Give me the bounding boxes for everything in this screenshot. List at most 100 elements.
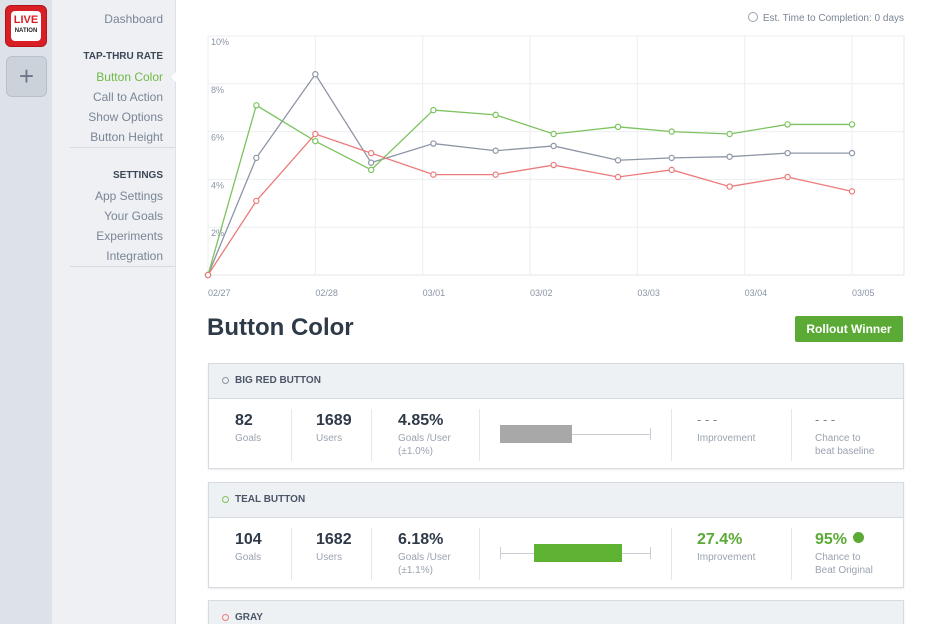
x-tick-label: 03/04 — [745, 288, 768, 298]
nav-item[interactable]: Button Color — [96, 70, 163, 84]
add-app-button[interactable]: + — [6, 56, 47, 97]
chance-value: - - - — [815, 412, 836, 427]
y-tick-label: 8% — [211, 85, 224, 95]
data-point — [668, 128, 675, 135]
stat-value: 1682 — [316, 531, 352, 548]
variant-dot — [222, 496, 229, 503]
data-point — [312, 130, 319, 138]
data-point — [367, 166, 375, 174]
variant-header: TEAL BUTTON — [209, 483, 903, 518]
variant-dot — [222, 377, 229, 384]
variant-header: BIG RED BUTTON — [209, 364, 903, 399]
variant-body: 104 Goals 1682 Users 6.18% Goals /User (±1.1%)… — [209, 518, 903, 588]
data-point — [726, 153, 733, 160]
nav-item[interactable]: Integration — [106, 249, 163, 263]
data-point — [430, 106, 437, 114]
range-line — [559, 434, 650, 435]
x-tick-label: 03/01 — [423, 288, 446, 298]
data-point — [784, 149, 791, 157]
series-line — [207, 73, 852, 276]
nav-item[interactable]: Experiments — [96, 229, 163, 243]
stat-label: Goals — [235, 433, 262, 444]
data-point — [614, 157, 622, 164]
nav-item[interactable]: Show Options — [88, 110, 163, 124]
column-divider — [479, 409, 480, 461]
page-title: Button Color — [207, 314, 354, 341]
x-tick-label: 03/03 — [637, 288, 660, 298]
variant-header: GRAY — [209, 601, 903, 624]
x-tick-label: 02/28 — [315, 288, 338, 298]
column-divider — [671, 528, 672, 580]
nav-item[interactable]: Button Height — [90, 130, 163, 144]
stat-value: 4.85% — [398, 412, 444, 429]
data-point — [848, 121, 856, 128]
range-bar — [534, 544, 622, 562]
stat-note: (±1.1%) — [398, 565, 433, 576]
nav-separator — [70, 147, 175, 148]
stat-value: 82 — [235, 412, 253, 429]
range-cap — [650, 547, 651, 559]
variant-name: GRAY — [235, 612, 263, 623]
variant-dot — [222, 614, 229, 621]
variant-card: TEAL BUTTON 104 Goals 1682 Users 6.18% Goals /… — [208, 482, 904, 588]
data-point — [848, 188, 856, 195]
data-point — [253, 102, 260, 109]
app-logo[interactable]: LIVE NATION — [5, 5, 47, 47]
data-point — [784, 173, 791, 181]
variant-body: 82 Goals 1689 Users 4.85% Goals /User (±1.0%) -… — [209, 399, 903, 469]
stat-value: 6.18% — [398, 531, 444, 548]
improvement-value: - - - — [697, 412, 718, 427]
data-point — [550, 142, 557, 150]
data-point — [550, 161, 557, 169]
y-tick-label: 6% — [211, 133, 224, 143]
data-point — [784, 121, 791, 128]
x-tick-label: 03/05 — [852, 288, 875, 298]
stat-label: Users — [316, 552, 343, 563]
column-divider — [791, 528, 792, 580]
data-point — [253, 154, 260, 162]
nav-item[interactable]: App Settings — [94, 189, 163, 203]
x-tick-label: 02/27 — [208, 288, 231, 298]
app-rail — [0, 0, 52, 624]
data-point — [367, 159, 375, 166]
data-point — [668, 154, 675, 162]
plot-frame — [207, 35, 905, 276]
y-tick-label: 2% — [211, 228, 224, 238]
stat-value: 104 — [235, 531, 262, 548]
column-divider — [371, 528, 372, 580]
improvement-label: Improvement — [697, 433, 756, 444]
variant-name: BIG RED BUTTON — [235, 375, 321, 386]
series-line — [207, 104, 852, 276]
y-tick-label: 10% — [211, 37, 229, 47]
stat-value: 1689 — [316, 412, 352, 429]
improvement-label: Improvement — [697, 552, 756, 563]
data-point — [550, 130, 557, 138]
nav-item[interactable]: Call to Action — [92, 90, 163, 104]
nav-section-title: TAP-THRU RATE — [83, 51, 163, 62]
data-point — [312, 71, 319, 78]
nav-item[interactable]: Your Goals — [104, 209, 163, 223]
data-point — [492, 171, 499, 178]
data-point — [726, 130, 733, 138]
rollout-button[interactable]: Rollout Winner — [795, 316, 903, 342]
range-cap — [500, 547, 501, 559]
improvement-value: 27.4% — [697, 531, 743, 548]
column-divider — [671, 409, 672, 461]
data-point — [726, 183, 733, 190]
logo-text: NATION — [14, 28, 38, 34]
chance-label: Chance to — [815, 552, 861, 563]
stat-note: (±1.0%) — [398, 446, 433, 457]
data-point — [430, 171, 437, 178]
variant-name: TEAL BUTTON — [235, 494, 306, 505]
chance-label: Chance to — [815, 433, 861, 444]
data-point — [430, 140, 437, 147]
data-point — [668, 166, 675, 174]
range-cap — [650, 428, 651, 440]
column-divider — [291, 409, 292, 461]
data-point — [614, 123, 622, 131]
variant-card: BIG RED BUTTON 82 Goals 1689 Users 4.85% Goals… — [208, 363, 904, 469]
series-line — [207, 133, 853, 276]
logo-text: LIVE — [13, 14, 39, 26]
chance-value: 95% — [815, 531, 865, 549]
